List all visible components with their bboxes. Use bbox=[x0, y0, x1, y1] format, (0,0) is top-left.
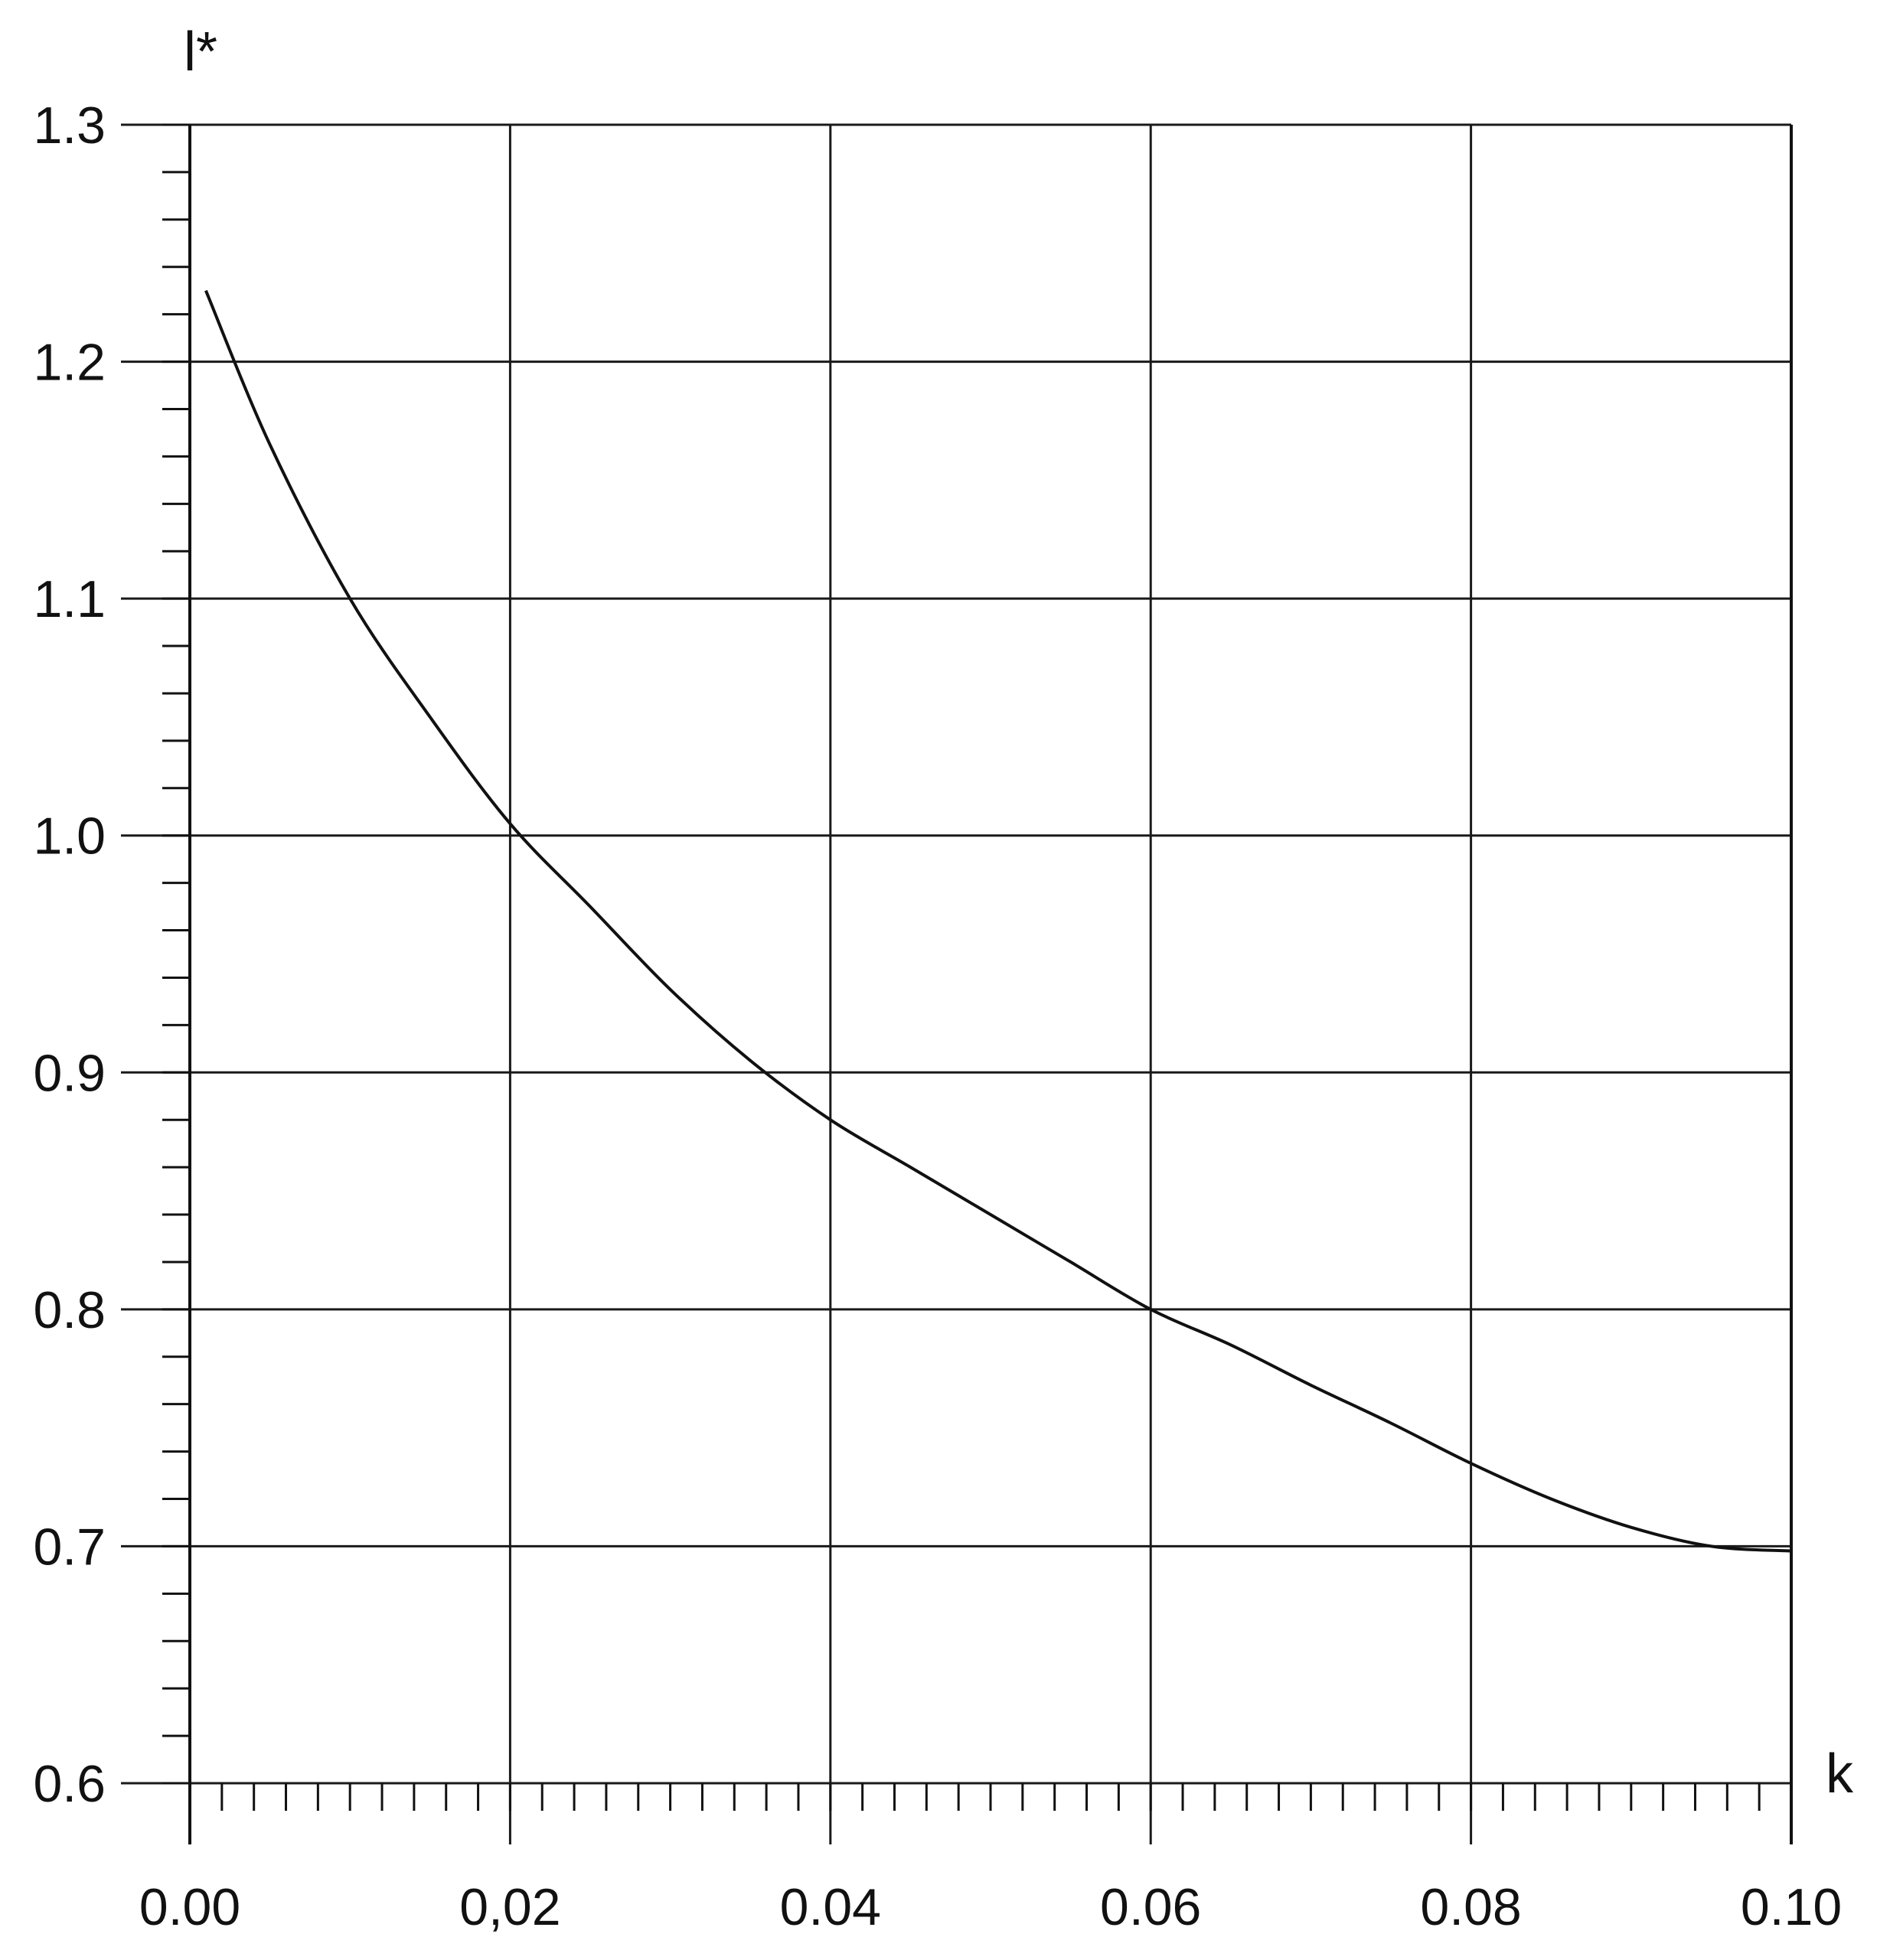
x-tick-label: 0.06 bbox=[1100, 1878, 1201, 1936]
series-line bbox=[204, 289, 1792, 1553]
y-tick-label: 0.8 bbox=[33, 1281, 106, 1339]
y-tick-label: 1.2 bbox=[33, 334, 106, 392]
x-tick-label: 0.04 bbox=[780, 1878, 881, 1936]
series-layer bbox=[204, 289, 1792, 1553]
y-tick-label: 0.9 bbox=[33, 1044, 106, 1102]
x-axis-label: k bbox=[1826, 1743, 1854, 1805]
y-tick-label: 1.1 bbox=[33, 570, 106, 628]
x-tick-label: 0.08 bbox=[1420, 1878, 1521, 1936]
y-tick-label: 1.0 bbox=[33, 807, 106, 866]
y-tick-label: 0.7 bbox=[33, 1518, 106, 1576]
grid bbox=[121, 123, 1793, 1844]
minor-ticks bbox=[162, 123, 1793, 1811]
x-tick-label: 0.00 bbox=[139, 1878, 240, 1936]
tick-labels: 0.6 0.7 0.8 0.9 1.0 1.1 1.2 1.3 0.00 0,02 0.04 0.06… bbox=[33, 96, 1842, 1936]
x-tick-label: 0,02 bbox=[459, 1878, 560, 1936]
y-axis-label: l* bbox=[184, 21, 217, 83]
y-tick-label: 1.3 bbox=[33, 96, 106, 155]
x-tick-label: 0.10 bbox=[1741, 1878, 1842, 1936]
y-tick-label: 0.6 bbox=[33, 1755, 106, 1813]
